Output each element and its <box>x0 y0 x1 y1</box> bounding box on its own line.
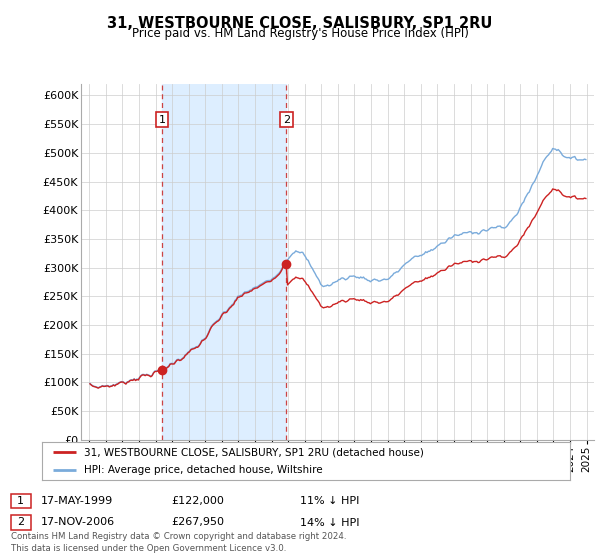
Text: Price paid vs. HM Land Registry's House Price Index (HPI): Price paid vs. HM Land Registry's House … <box>131 27 469 40</box>
Text: 31, WESTBOURNE CLOSE, SALISBURY, SP1 2RU (detached house): 31, WESTBOURNE CLOSE, SALISBURY, SP1 2RU… <box>84 447 424 457</box>
Text: 17-NOV-2006: 17-NOV-2006 <box>41 517 115 528</box>
Text: 17-MAY-1999: 17-MAY-1999 <box>41 496 113 506</box>
Text: 11% ↓ HPI: 11% ↓ HPI <box>300 496 359 506</box>
Text: Contains HM Land Registry data © Crown copyright and database right 2024.
This d: Contains HM Land Registry data © Crown c… <box>11 532 346 553</box>
Text: 2: 2 <box>283 115 290 124</box>
Text: £267,950: £267,950 <box>171 517 224 528</box>
Text: £122,000: £122,000 <box>171 496 224 506</box>
Text: HPI: Average price, detached house, Wiltshire: HPI: Average price, detached house, Wilt… <box>84 465 323 475</box>
Text: 14% ↓ HPI: 14% ↓ HPI <box>300 517 359 528</box>
Text: 2: 2 <box>17 517 24 528</box>
Text: 1: 1 <box>17 496 24 506</box>
Text: 31, WESTBOURNE CLOSE, SALISBURY, SP1 2RU: 31, WESTBOURNE CLOSE, SALISBURY, SP1 2RU <box>107 16 493 31</box>
Text: 1: 1 <box>158 115 166 124</box>
Bar <box>162 84 286 440</box>
